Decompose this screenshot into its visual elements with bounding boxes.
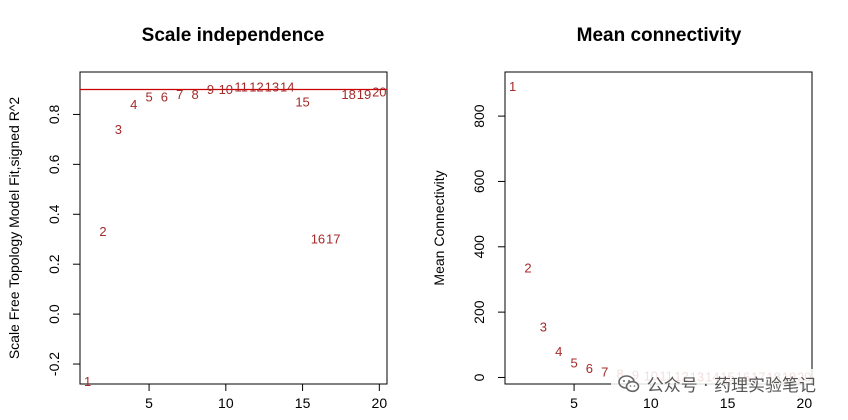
point-label: 8 bbox=[192, 87, 199, 102]
point-label: 4 bbox=[555, 344, 562, 359]
point-label: 5 bbox=[145, 89, 152, 104]
point-label: 9 bbox=[207, 82, 214, 97]
x-tick-label: 10 bbox=[218, 395, 234, 411]
mean-connectivity-panel: Mean connectivity Mean Connectivity 5 10 1… bbox=[431, 25, 813, 411]
point-label: 18 bbox=[341, 87, 355, 102]
point-label: 13 bbox=[265, 79, 279, 94]
y-tick-label: 600 bbox=[471, 170, 487, 194]
point-label: 1 bbox=[84, 374, 91, 389]
plot-frame bbox=[504, 71, 813, 385]
point-label: 15 bbox=[295, 94, 309, 109]
x-tick-label: 5 bbox=[145, 395, 153, 411]
x-tick-label: 15 bbox=[720, 395, 736, 411]
x-tick-label: 20 bbox=[372, 395, 388, 411]
y-tick-label: 0.0 bbox=[46, 304, 62, 324]
watermark: 公众号 · 药理实验笔记 bbox=[610, 369, 822, 398]
y-axis-label: Mean Connectivity bbox=[431, 170, 447, 285]
point-label: 14 bbox=[280, 79, 294, 94]
point-label: 3 bbox=[540, 319, 547, 334]
point-label: 4 bbox=[130, 97, 137, 112]
chart-title: Mean connectivity bbox=[577, 25, 742, 46]
point-label: 10 bbox=[219, 82, 233, 97]
point-label: 16 bbox=[311, 232, 325, 247]
point-label: 2 bbox=[524, 261, 531, 276]
x-tick-label: 15 bbox=[295, 395, 311, 411]
point-label: 19 bbox=[357, 87, 371, 102]
x-tick-label: 5 bbox=[570, 395, 578, 411]
point-label: 6 bbox=[586, 361, 593, 376]
point-label: 20 bbox=[372, 84, 386, 99]
y-tick-label: -0.2 bbox=[46, 352, 62, 376]
y-tick-label: 0.4 bbox=[46, 204, 62, 224]
wechat-icon bbox=[617, 374, 640, 392]
point-label: 5 bbox=[570, 355, 577, 370]
point-label: 1 bbox=[509, 79, 516, 94]
y-tick-label: 200 bbox=[471, 300, 487, 324]
y-tick-label: 0.6 bbox=[46, 154, 62, 174]
point-label: 11 bbox=[234, 79, 248, 94]
y-tick-label: 0 bbox=[471, 373, 487, 381]
point-label: 7 bbox=[601, 364, 608, 379]
point-label: 17 bbox=[326, 232, 340, 247]
point-label: 2 bbox=[99, 224, 106, 239]
scale-independence-panel: Scale independence Scale Free Topology M… bbox=[6, 25, 388, 411]
point-label: 7 bbox=[176, 87, 183, 102]
y-tick-label: 800 bbox=[471, 104, 487, 128]
point-label: 3 bbox=[115, 122, 122, 137]
plot-frame bbox=[79, 71, 388, 385]
y-tick-label: 400 bbox=[471, 235, 487, 259]
y-tick-label: 0.8 bbox=[46, 104, 62, 124]
watermark-text: 公众号 · 药理实验笔记 bbox=[646, 376, 816, 396]
x-tick-label: 20 bbox=[797, 395, 813, 411]
point-label: 6 bbox=[161, 89, 168, 104]
y-axis-label: Scale Free Topology Model Fit,signed R^2 bbox=[6, 97, 22, 360]
point-label: 12 bbox=[249, 79, 263, 94]
y-tick-label: 0.2 bbox=[46, 254, 62, 274]
x-tick-label: 10 bbox=[643, 395, 659, 411]
chart-title: Scale independence bbox=[142, 25, 325, 46]
